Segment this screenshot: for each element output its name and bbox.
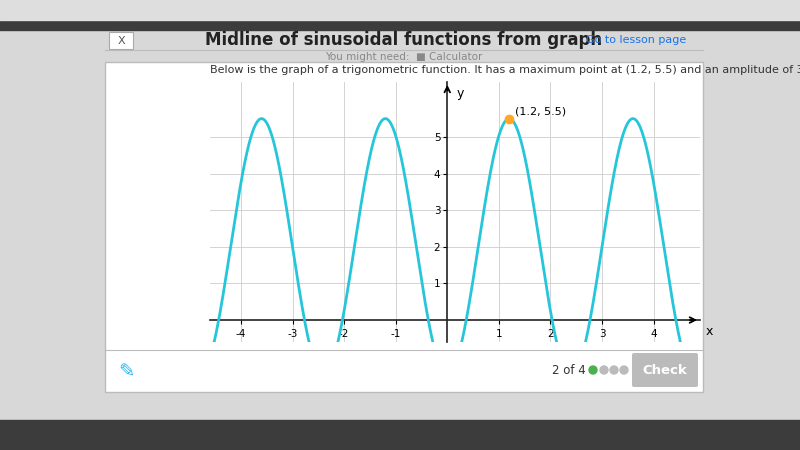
Text: 2 of 4: 2 of 4: [552, 364, 586, 377]
Text: Below is the graph of a trigonometric function. It has a maximum point at (1.2, : Below is the graph of a trigonometric fu…: [210, 65, 800, 75]
Circle shape: [620, 366, 628, 374]
Text: You might need:  ■ Calculator: You might need: ■ Calculator: [326, 52, 482, 62]
Text: ✎: ✎: [118, 363, 134, 382]
FancyBboxPatch shape: [632, 353, 698, 387]
Circle shape: [589, 366, 597, 374]
Text: X: X: [117, 36, 125, 45]
FancyBboxPatch shape: [109, 32, 133, 49]
Circle shape: [610, 366, 618, 374]
Text: Go to lesson page: Go to lesson page: [586, 35, 686, 45]
Text: Midline of sinusoidal functions from graph: Midline of sinusoidal functions from gra…: [206, 31, 602, 49]
Text: Check: Check: [642, 364, 687, 377]
Text: (1.2, 5.5): (1.2, 5.5): [515, 107, 566, 117]
FancyBboxPatch shape: [105, 62, 703, 392]
Text: x: x: [705, 324, 713, 338]
Circle shape: [600, 366, 608, 374]
Text: y: y: [457, 87, 464, 100]
